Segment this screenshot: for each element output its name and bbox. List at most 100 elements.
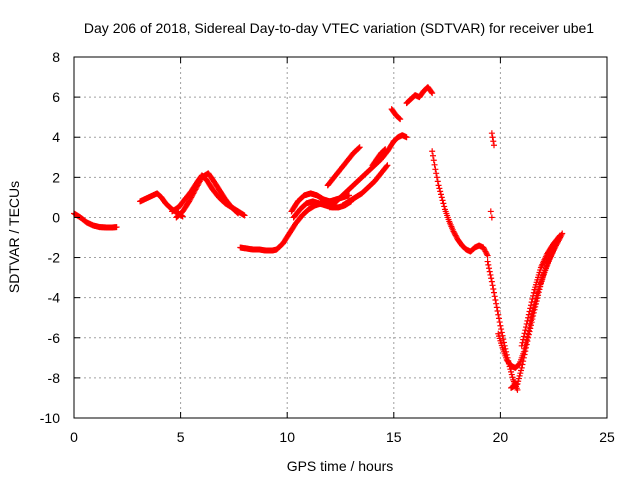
data-point [530, 289, 537, 296]
data-point [524, 338, 531, 345]
data-points [71, 84, 566, 393]
data-point [488, 275, 495, 282]
data-point [495, 315, 502, 322]
x-tick-label: 10 [279, 429, 295, 445]
y-tick-label: -8 [48, 370, 61, 386]
data-point [487, 208, 494, 215]
data-point [532, 303, 539, 310]
data-point [440, 200, 447, 207]
y-tick-label: 2 [52, 169, 60, 185]
data-point [490, 285, 497, 292]
data-point [487, 271, 494, 278]
data-point [434, 178, 441, 185]
data-point [484, 258, 491, 265]
data-point [483, 251, 490, 258]
data-point [493, 300, 500, 307]
data-point [518, 342, 525, 349]
data-point [500, 339, 507, 346]
data-point [432, 166, 439, 173]
data-point [514, 380, 521, 387]
data-point [508, 371, 515, 378]
data-point [525, 334, 532, 341]
data-point [113, 224, 120, 231]
data-point [521, 351, 528, 358]
data-point [488, 214, 495, 221]
data-point [356, 144, 363, 151]
data-point [430, 157, 437, 164]
data-point [524, 317, 531, 324]
data-point [556, 233, 563, 240]
data-point [429, 148, 436, 155]
data-point [522, 327, 529, 334]
data-point [527, 322, 534, 329]
data-point [525, 311, 532, 318]
data-point [437, 191, 444, 198]
data-point [528, 319, 535, 326]
data-point [520, 354, 527, 361]
data-point [522, 344, 529, 351]
y-tick-label: 8 [52, 49, 60, 65]
data-point [494, 308, 501, 315]
data-point [428, 89, 435, 96]
x-tick-label: 15 [386, 429, 402, 445]
data-point [519, 339, 526, 346]
data-point [437, 188, 444, 195]
data-point [557, 232, 564, 239]
axis-ticks: 0 5 10 15 20 25 -10 -8 -6 -4 -2 0 2 4 6 8 [40, 49, 615, 445]
data-point [514, 386, 521, 393]
data-point [491, 289, 498, 296]
data-point [441, 203, 448, 210]
x-tick-label: 0 [70, 429, 78, 445]
x-tick-label: 25 [599, 429, 615, 445]
y-tick-label: 0 [52, 209, 60, 225]
data-point [517, 370, 524, 377]
y-tick-label: -10 [40, 410, 60, 426]
y-axis-label: SDTVAR / TECUs [6, 181, 22, 293]
data-point [234, 209, 241, 216]
data-point [493, 304, 500, 311]
data-point [495, 311, 502, 318]
data-point [384, 162, 391, 169]
y-tick-label: 4 [52, 129, 60, 145]
data-point [521, 330, 528, 337]
data-point [439, 197, 446, 204]
data-point [518, 367, 525, 374]
data-point [382, 146, 389, 153]
data-point [519, 361, 526, 368]
data-point [491, 293, 498, 300]
data-point [530, 292, 537, 299]
data-point [498, 329, 505, 336]
data-point [533, 298, 540, 305]
data-point [436, 185, 443, 192]
data-point [520, 358, 527, 365]
y-tick-label: -6 [48, 330, 61, 346]
y-tick-label: -2 [48, 250, 61, 266]
data-point [509, 374, 516, 381]
data-point [518, 364, 525, 371]
data-point [528, 299, 535, 306]
data-point [523, 320, 530, 327]
data-point [508, 368, 515, 375]
data-point [488, 278, 495, 285]
data-point [346, 192, 353, 199]
data-point [527, 302, 534, 309]
data-point [516, 372, 523, 379]
data-point [535, 292, 542, 299]
data-point [529, 316, 536, 323]
data-point [241, 212, 248, 219]
data-point [438, 194, 445, 201]
data-point [522, 324, 529, 331]
chart-title: Day 206 of 2018, Sidereal Day-to-day VTE… [84, 20, 594, 36]
data-point [525, 331, 532, 338]
data-point [485, 261, 492, 268]
data-point [534, 295, 541, 302]
data-point [529, 296, 536, 303]
data-point [433, 174, 440, 181]
data-point [526, 328, 533, 335]
data-point [486, 265, 493, 272]
data-point [431, 161, 438, 168]
data-point [383, 163, 390, 170]
data-point [490, 138, 497, 145]
data-point [355, 144, 362, 151]
